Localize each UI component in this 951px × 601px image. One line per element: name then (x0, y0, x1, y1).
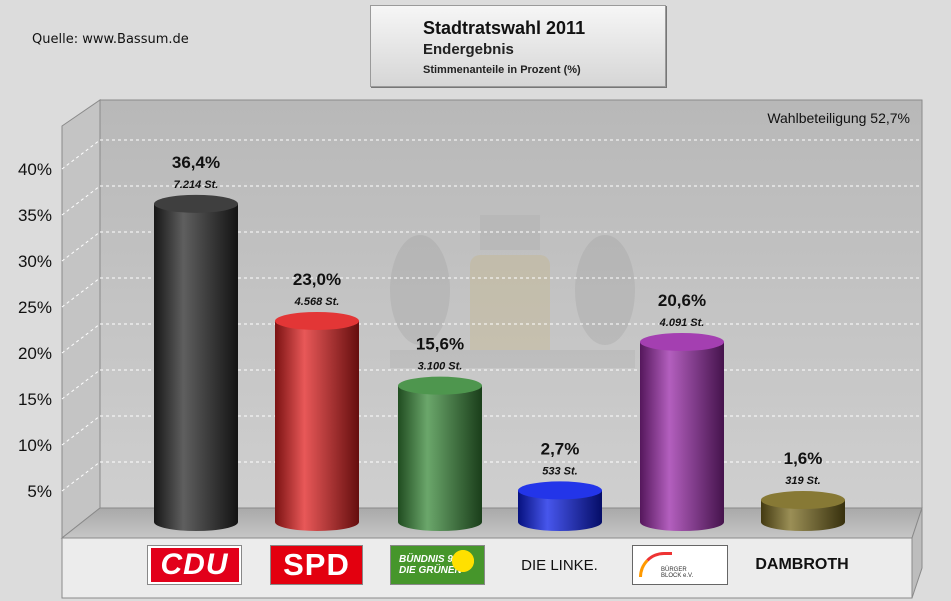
y-tick-label: 35% (18, 206, 52, 225)
bar-top (518, 481, 602, 500)
data-label-votes: 4.568 St. (294, 296, 340, 308)
gridline-side (61, 461, 101, 492)
gridline-side (61, 139, 101, 170)
y-tick-label: 30% (18, 252, 52, 271)
y-tick-label: 40% (18, 160, 52, 179)
bar-top (398, 376, 482, 395)
crest-watermark (390, 215, 635, 368)
spd-logo-text: SPD (283, 547, 350, 582)
buergerblock-logo-line2: BLOCK e.V. (661, 573, 694, 579)
gridline-side (61, 369, 101, 400)
source-label: Quelle: www.Bassum.de (32, 32, 189, 47)
gridline-side (61, 231, 101, 262)
data-label-percent: 1,6% (784, 449, 823, 468)
buergerblock-logo: BÜRGER BLOCK e.V. (632, 545, 728, 585)
data-label-votes: 319 St. (785, 475, 820, 487)
y-tick-label: 10% (18, 436, 52, 455)
bar (640, 341, 724, 531)
data-label-votes: 7.214 St. (174, 179, 219, 191)
data-label-votes: 533 St. (542, 465, 577, 477)
buergerblock-logo-line1: BÜRGER (661, 567, 687, 573)
linke-logo-text: DIE LINKE. (521, 556, 598, 574)
data-label-percent: 23,0% (293, 270, 341, 289)
data-label-percent: 15,6% (416, 335, 464, 354)
data-label-votes: 4.091 St. (659, 317, 705, 329)
data-label-percent: 20,6% (658, 291, 706, 310)
bar-top (154, 194, 238, 213)
y-tick-label: 5% (27, 482, 52, 501)
data-label-votes: 3.100 St. (418, 361, 463, 373)
gruene-logo-line2: DIE GRÜNEN (399, 565, 462, 576)
bar (154, 203, 238, 531)
chart-base-side (911, 507, 923, 599)
bar-top (640, 332, 724, 351)
gridline-side (61, 277, 101, 308)
y-tick-label: 15% (18, 390, 52, 409)
spd-logo: SPD (270, 545, 363, 585)
turnout-label: Wahlbeteiligung 52,7% (767, 110, 910, 126)
cdu-logo: CDU (147, 545, 242, 585)
gridline-side (61, 415, 101, 446)
gruene-logo-line1: BÜNDNIS 90 (399, 554, 459, 565)
data-label-percent: 2,7% (541, 439, 580, 458)
y-tick-label: 25% (18, 298, 52, 317)
gruene-logo: BÜNDNIS 90 DIE GRÜNEN (390, 545, 485, 585)
bar-top (761, 491, 845, 510)
sunflower-icon (452, 550, 474, 572)
linke-logo: DIE LINKE. (502, 545, 617, 585)
dambroth-logo: DAMBROTH (742, 545, 862, 585)
data-label-percent: 36,4% (172, 153, 220, 172)
chart-subtitle: Endergebnis (423, 41, 514, 58)
chart-side-wall (61, 99, 101, 540)
title-box: Stadtratswahl 2011 Endergebnis Stimmenan… (370, 5, 666, 87)
y-tick-label: 20% (18, 344, 52, 363)
chart-unit-label: Stimmenanteile in Prozent (%) (423, 64, 581, 76)
gridline-side (61, 185, 101, 216)
bar (518, 490, 602, 531)
cdu-logo-text: CDU (150, 548, 239, 582)
dambroth-logo-text: DAMBROTH (755, 556, 849, 573)
party-logos: CDU SPD BÜNDNIS 90 DIE GRÜNEN DIE LINKE.… (62, 540, 912, 594)
chart-title: Stadtratswahl 2011 (423, 18, 586, 38)
rainbow-icon (639, 552, 672, 577)
gridline-side (61, 323, 101, 354)
bar-top (275, 311, 359, 330)
bar (275, 320, 359, 531)
bar (398, 385, 482, 531)
